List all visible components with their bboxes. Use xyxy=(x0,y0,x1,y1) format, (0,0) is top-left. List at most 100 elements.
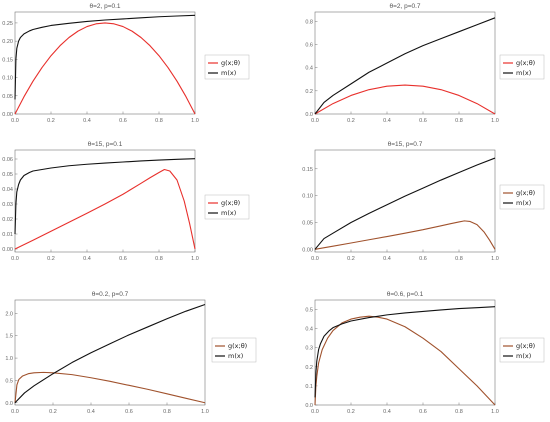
x-tick-label: 0.0 xyxy=(311,409,319,415)
y-tick-label: 0.06 xyxy=(2,157,13,163)
x-tick-label: 1.0 xyxy=(491,118,499,124)
y-tick-label: 0.1 xyxy=(305,384,313,390)
y-tick-label: 0.05 xyxy=(2,172,13,178)
x-tick-label: 0.4 xyxy=(383,256,391,262)
x-tick-label: 0.0 xyxy=(11,118,19,124)
chart-panel-1: θ=2, p=0.1 0.0 0.2 0.4 0.6 0.8 1.0 0.00 0.05 0.10… xyxy=(2,3,250,124)
series-line-m xyxy=(14,158,196,235)
x-tick-label: 0.6 xyxy=(419,256,427,262)
x-tick-label: 0.4 xyxy=(83,118,91,124)
chart-title: θ=2, p=0.1 xyxy=(89,3,120,10)
legend-label: m(x) xyxy=(516,199,531,207)
x-tick-label: 1.0 xyxy=(491,256,499,262)
y-tick-label: 0.5 xyxy=(305,308,313,314)
y-tick-label: 1.0 xyxy=(5,356,13,362)
legend-label: g(x;θ) xyxy=(516,59,535,67)
legend-box xyxy=(499,337,545,363)
legend-label: m(x) xyxy=(221,209,236,217)
y-tick-label: 0.10 xyxy=(2,76,13,82)
series-line-g xyxy=(14,168,196,250)
y-tick-label: 0.4 xyxy=(305,66,313,72)
y-tick-label: 0.15 xyxy=(302,167,313,173)
x-tick-label: 0.8 xyxy=(455,256,463,262)
x-tick-label: 1.0 xyxy=(191,118,199,124)
y-tick-label: 0.01 xyxy=(2,232,13,238)
y-tick-label: 0.05 xyxy=(302,220,313,226)
x-tick-label: 0.6 xyxy=(419,409,427,415)
y-tick-label: 0.00 xyxy=(2,112,13,118)
x-tick-label: 0.6 xyxy=(419,118,427,124)
y-tick-label: 0.02 xyxy=(2,217,13,223)
y-tick-label: 0.25 xyxy=(2,21,13,27)
legend-box xyxy=(499,184,545,210)
x-tick-label: 0.4 xyxy=(383,409,391,415)
x-tick-label: 0.6 xyxy=(119,256,127,262)
x-tick-label: 0.4 xyxy=(83,256,91,262)
series-line-m xyxy=(314,157,496,250)
legend-label: m(x) xyxy=(228,352,243,360)
x-tick-label: 0.8 xyxy=(155,118,163,124)
plot-frame xyxy=(14,11,196,115)
plot-frame xyxy=(14,299,206,406)
plot-frame xyxy=(314,299,496,406)
legend: g(x;θ) m(x) xyxy=(204,54,250,80)
series-line-g xyxy=(314,315,496,406)
chart-panel-3: θ=15, p=0.1 0.0 0.2 0.4 0.6 0.8 1.0 0.00 0.01 0.0… xyxy=(2,141,250,262)
x-tick-label: 1.0 xyxy=(201,409,209,415)
legend: g(x;θ) m(x) xyxy=(499,337,545,363)
chart-panel-2: θ=2, p=0.7 0.0 0.2 0.4 0.6 0.8 1.0 0.0 0.2 0.4 0.6… xyxy=(305,3,545,124)
y-tick-label: 0.00 xyxy=(302,247,313,253)
x-tick-label: 0.2 xyxy=(347,409,355,415)
legend: g(x;θ) m(x) xyxy=(499,184,545,210)
x-tick-label: 0.8 xyxy=(455,409,463,415)
y-tick-label: 0.05 xyxy=(2,94,13,100)
x-tick-label: 0.6 xyxy=(125,409,133,415)
y-tick-label: 2.0 xyxy=(5,311,13,317)
series-line-g xyxy=(314,220,496,250)
legend-box xyxy=(499,54,545,80)
plot-frame xyxy=(314,11,496,115)
legend-label: g(x;θ) xyxy=(516,189,535,197)
x-tick-label: 0.8 xyxy=(155,256,163,262)
x-tick-label: 0.4 xyxy=(87,409,95,415)
chart-title: θ=15, p=0.1 xyxy=(88,141,123,148)
legend: g(x;θ) m(x) xyxy=(211,337,257,363)
legend-box xyxy=(211,337,257,363)
x-tick-label: 0.0 xyxy=(11,256,19,262)
y-tick-label: 0.10 xyxy=(302,194,313,200)
x-tick-label: 0.0 xyxy=(311,256,319,262)
series-line-g xyxy=(14,22,196,115)
series-line-m xyxy=(314,17,496,115)
x-tick-label: 0.2 xyxy=(347,118,355,124)
series-line-g xyxy=(314,84,496,115)
legend-label: m(x) xyxy=(516,352,531,360)
legend-label: g(x;θ) xyxy=(516,342,535,350)
series-line-m xyxy=(314,306,496,398)
legend-label: g(x;θ) xyxy=(228,342,247,350)
legend: g(x;θ) m(x) xyxy=(499,54,545,80)
x-tick-label: 0.8 xyxy=(455,118,463,124)
series-line-m xyxy=(14,303,206,404)
chart-title: θ=0.6, p=0.1 xyxy=(387,291,424,298)
x-tick-label: 0.0 xyxy=(311,118,319,124)
legend-box xyxy=(204,194,250,220)
y-tick-label: 0.0 xyxy=(5,401,13,407)
y-tick-label: 0.8 xyxy=(305,19,313,25)
y-tick-label: 0.4 xyxy=(305,327,313,333)
legend-box xyxy=(204,54,250,80)
chart-panel-4: θ=15, p=0.7 0.0 0.2 0.4 0.6 0.8 1.0 0.00 0.05 0.1… xyxy=(302,141,545,262)
y-tick-label: 0.0 xyxy=(305,403,313,409)
y-tick-label: 0.20 xyxy=(2,39,13,45)
y-tick-label: 1.5 xyxy=(5,334,13,340)
y-tick-label: 0.0 xyxy=(305,112,313,118)
chart-title: θ=2, p=0.7 xyxy=(389,3,420,10)
legend: g(x;θ) m(x) xyxy=(204,194,250,220)
y-tick-label: 0.6 xyxy=(305,42,313,48)
y-tick-label: 0.2 xyxy=(305,89,313,95)
x-tick-label: 0.0 xyxy=(11,409,19,415)
y-tick-label: 0.5 xyxy=(5,378,13,384)
y-tick-label: 0.2 xyxy=(305,365,313,371)
x-tick-label: 0.2 xyxy=(47,256,55,262)
series-line-g xyxy=(14,371,206,404)
